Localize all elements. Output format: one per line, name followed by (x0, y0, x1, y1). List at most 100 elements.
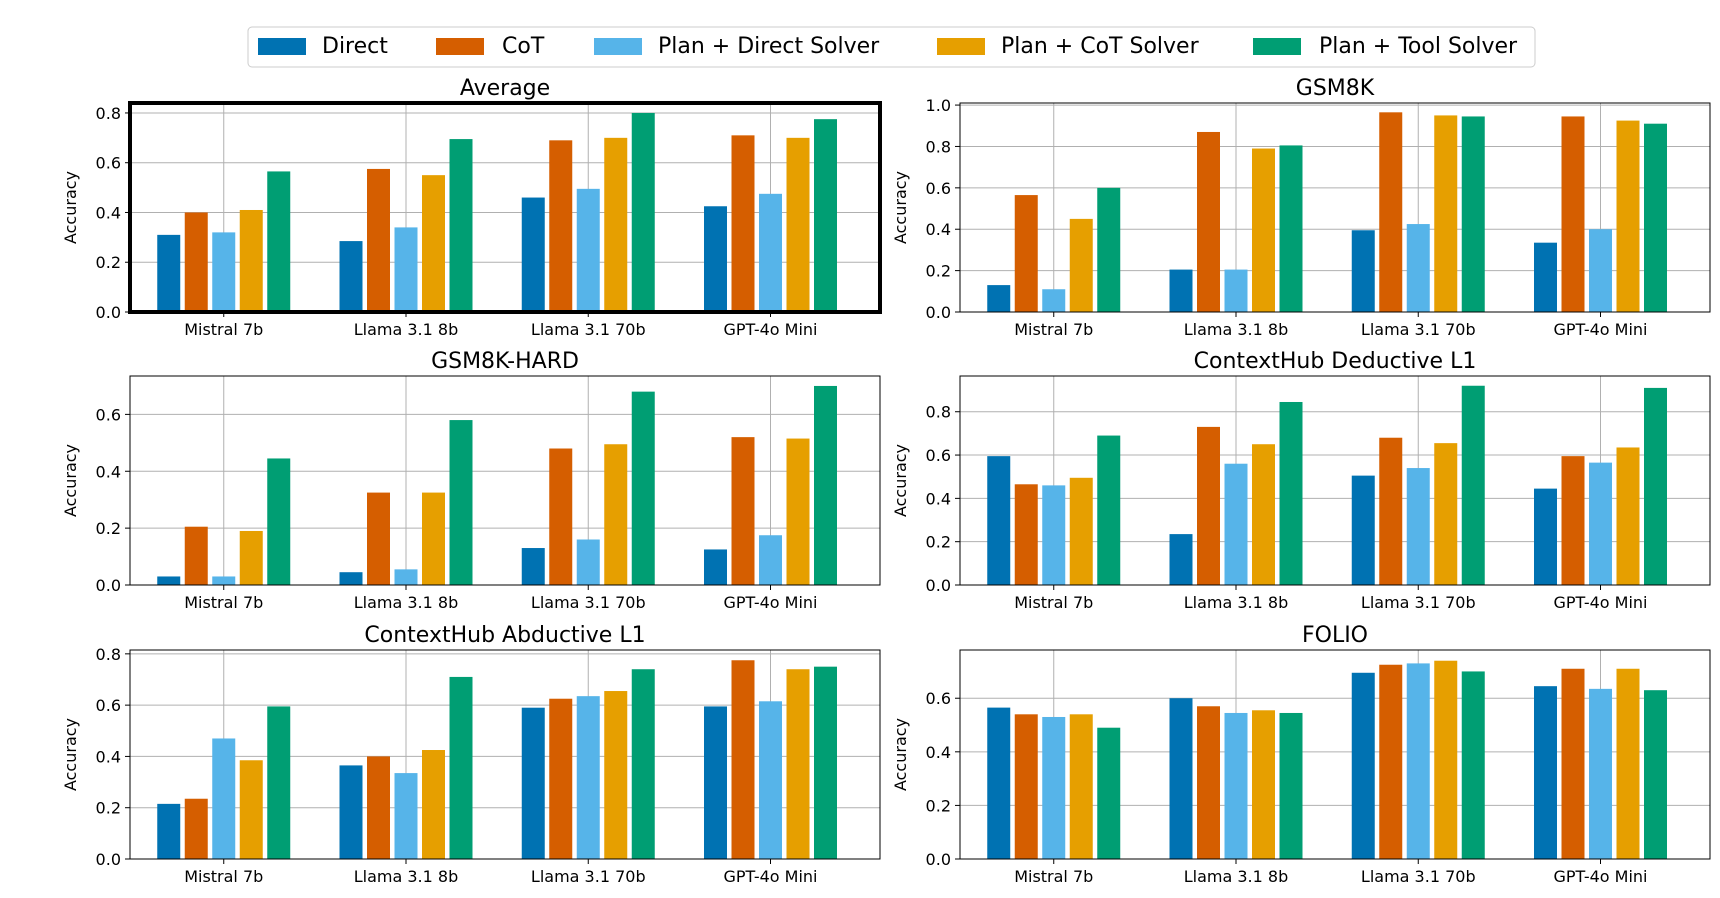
x-tick-label: Llama 3.1 8b (354, 320, 459, 339)
bar-plan-direct-solver-mistral-7b (1042, 289, 1066, 312)
panel-title: FOLIO (1302, 623, 1368, 648)
bar-plan-tool-solver-mistral-7b (267, 458, 291, 585)
y-tick-label: 0.6 (926, 446, 951, 465)
bar-direct-llama-3-1-70b (1351, 672, 1375, 859)
bar-plan-tool-solver-llama-3-1-8b (449, 676, 473, 859)
y-tick-label: 0.2 (926, 533, 951, 552)
y-tick-label: 0.4 (96, 747, 121, 766)
bar-plan-tool-solver-mistral-7b (1097, 727, 1121, 859)
bar-plan-cot-solver-llama-3-1-8b (1252, 710, 1275, 859)
bar-direct-llama-3-1-70b (1351, 475, 1375, 585)
y-tick-label: 0.6 (926, 179, 951, 198)
panel-title: Average (460, 76, 550, 101)
bar-plan-cot-solver-gpt-4o-mini (786, 137, 810, 312)
bar-plan-direct-solver-gpt-4o-mini (1589, 462, 1612, 585)
bar-cot-llama-3-1-70b (549, 448, 573, 585)
axes-frame (959, 649, 1711, 860)
x-tick-label: GPT-4o Mini (1553, 867, 1647, 886)
bar-cot-mistral-7b (1014, 484, 1038, 585)
y-axis-label: Accuracy (61, 718, 80, 791)
x-tick-label: Llama 3.1 70b (531, 320, 646, 339)
bar-plan-tool-solver-gpt-4o-mini (814, 385, 837, 585)
bar-direct-mistral-7b (157, 234, 181, 312)
bar-plan-direct-solver-gpt-4o-mini (1589, 229, 1612, 312)
x-tick-label: Llama 3.1 8b (1184, 320, 1289, 339)
x-tick-label: Mistral 7b (184, 320, 263, 339)
y-tick-label: 0.6 (96, 154, 121, 173)
bar-cot-llama-3-1-8b (1197, 426, 1220, 585)
bar-plan-cot-solver-llama-3-1-70b (604, 444, 628, 585)
y-axis-label: Accuracy (891, 718, 910, 791)
bar-plan-tool-solver-llama-3-1-70b (1461, 385, 1485, 585)
x-tick-label: Mistral 7b (1014, 867, 1093, 886)
bar-plan-cot-solver-mistral-7b (239, 209, 263, 312)
y-axis-label: Accuracy (891, 444, 910, 517)
bar-plan-direct-solver-llama-3-1-70b (1406, 663, 1430, 859)
panel-gsm8k-hard: 0.0 0.2 0.4 0.6 Mistral 7b Llama 3.1 8b Llama … (61, 349, 881, 612)
panel-title: GSM8K (1296, 76, 1375, 101)
bar-direct-llama-3-1-8b (1169, 534, 1193, 585)
bar-plan-tool-solver-llama-3-1-70b (1461, 671, 1485, 859)
panel-gsm8k: 0.0 0.2 0.4 0.6 0.8 1.0 Mistral 7b Llama 3.1 8b… (891, 76, 1711, 339)
bar-cot-gpt-4o-mini (1561, 668, 1585, 859)
bar-plan-cot-solver-gpt-4o-mini (1616, 668, 1640, 859)
bar-plan-direct-solver-gpt-4o-mini (759, 535, 782, 585)
panel-contexthub-deductive-l1: 0.0 0.2 0.4 0.6 0.8 Mistral 7b Llama 3.1 8b Lla… (891, 349, 1711, 612)
panel-contexthub-abductive-l1: 0.0 0.2 0.4 0.6 0.8 Mistral 7b Llama 3.1 8b Lla… (61, 623, 881, 886)
bar-cot-mistral-7b (184, 212, 208, 312)
bar-plan-direct-solver-llama-3-1-70b (576, 696, 600, 859)
panel-title: GSM8K-HARD (431, 349, 579, 374)
bar-plan-cot-solver-llama-3-1-8b (422, 175, 445, 312)
highlight-frame (128, 101, 882, 314)
bar-cot-mistral-7b (184, 526, 208, 585)
bar-plan-direct-solver-llama-3-1-8b (394, 569, 418, 585)
y-axis-label: Accuracy (891, 171, 910, 244)
x-tick-label: Llama 3.1 8b (1184, 867, 1289, 886)
legend-label-plan-tool-solver: Plan + Tool Solver (1319, 34, 1518, 59)
y-tick-label: 0.0 (926, 576, 951, 595)
axes-frame (129, 375, 881, 586)
x-tick-label: GPT-4o Mini (1553, 593, 1647, 612)
bar-plan-cot-solver-mistral-7b (239, 760, 263, 859)
legend-swatch-plan-cot-solver (937, 38, 985, 55)
bar-plan-tool-solver-llama-3-1-70b (631, 391, 655, 585)
bar-cot-gpt-4o-mini (1561, 456, 1585, 585)
axes-frame (129, 649, 881, 860)
bar-direct-llama-3-1-8b (339, 765, 363, 859)
bar-direct-mistral-7b (987, 456, 1011, 585)
x-tick-label: GPT-4o Mini (1553, 320, 1647, 339)
panel-average: 0.0 0.2 0.4 0.6 0.8 Mistral 7b Llama 3.1 8b Lla… (61, 76, 882, 339)
y-axis-label: Accuracy (61, 171, 80, 244)
bar-direct-gpt-4o-mini (1534, 242, 1557, 312)
legend-swatch-cot (436, 38, 484, 55)
bar-direct-gpt-4o-mini (1534, 686, 1557, 859)
bar-plan-cot-solver-gpt-4o-mini (1616, 447, 1640, 585)
bar-cot-llama-3-1-70b (1379, 664, 1403, 859)
bar-plan-direct-solver-llama-3-1-8b (1224, 269, 1248, 312)
bar-cot-gpt-4o-mini (731, 135, 755, 312)
x-tick-label: Llama 3.1 70b (531, 867, 646, 886)
x-tick-label: Llama 3.1 8b (354, 867, 459, 886)
x-tick-label: GPT-4o Mini (723, 320, 817, 339)
x-tick-label: Mistral 7b (184, 593, 263, 612)
panel-title: ContextHub Deductive L1 (1194, 349, 1477, 374)
bar-plan-tool-solver-gpt-4o-mini (814, 119, 837, 312)
bar-direct-mistral-7b (157, 576, 181, 585)
axes-frame (959, 102, 1711, 313)
y-tick-label: 0.6 (96, 405, 121, 424)
bar-plan-tool-solver-gpt-4o-mini (1644, 690, 1667, 859)
bar-plan-cot-solver-llama-3-1-70b (1434, 660, 1458, 859)
bar-plan-tool-solver-mistral-7b (267, 171, 291, 312)
x-tick-label: Mistral 7b (1014, 320, 1093, 339)
bar-cot-llama-3-1-8b (367, 492, 390, 585)
x-tick-label: Llama 3.1 8b (1184, 593, 1289, 612)
y-axis-label: Accuracy (61, 444, 80, 517)
y-tick-label: 0.2 (926, 796, 951, 815)
bar-direct-llama-3-1-8b (339, 241, 363, 312)
bar-cot-mistral-7b (1014, 714, 1038, 859)
y-tick-label: 0.0 (96, 850, 121, 869)
bar-cot-llama-3-1-8b (1197, 131, 1220, 312)
y-tick-label: 0.2 (926, 262, 951, 281)
y-tick-label: 0.8 (96, 104, 121, 123)
